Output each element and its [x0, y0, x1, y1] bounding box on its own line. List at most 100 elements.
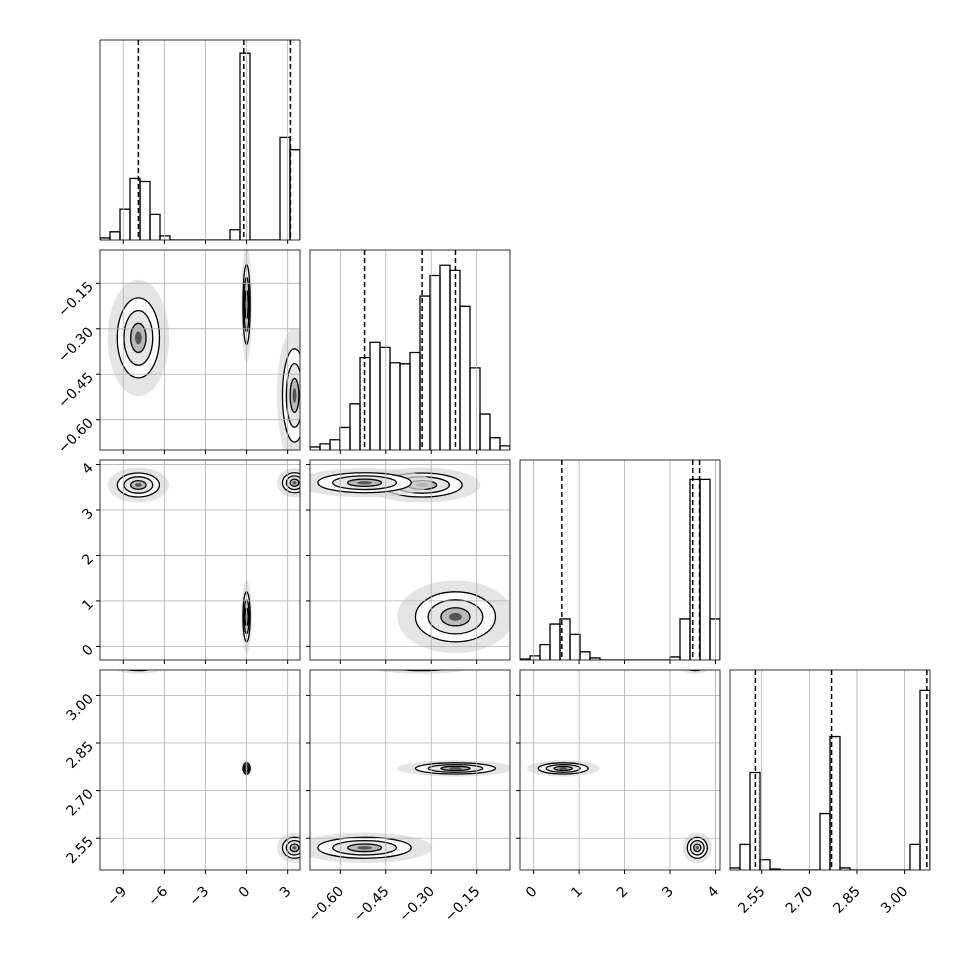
- density-contour: [691, 661, 700, 666]
- density-contour: [135, 662, 142, 665]
- density-contour: [695, 846, 699, 850]
- histogram-bar: [329, 439, 341, 450]
- density-contour: [693, 662, 697, 665]
- panel: [100, 40, 300, 240]
- histogram-bar: [479, 413, 491, 450]
- density-contour: [681, 670, 709, 674]
- x-tick-label: −3: [186, 884, 212, 910]
- x-tick-label: 3: [659, 884, 677, 902]
- density-contour: [135, 483, 142, 487]
- x-tick-label: 2: [614, 884, 632, 902]
- histogram-bar: [109, 231, 121, 240]
- histogram-bar: [459, 305, 471, 450]
- histogram-bar: [369, 341, 381, 450]
- histogram-bar: [749, 771, 761, 870]
- histogram-bar: [469, 367, 481, 450]
- y-tick-label: 2.70: [63, 786, 96, 819]
- histogram-bar: [759, 859, 771, 870]
- density-contour: [135, 331, 142, 345]
- x-tick-label: 2.70: [783, 884, 816, 917]
- histogram-bar: [289, 149, 300, 240]
- histogram-bar: [319, 443, 331, 450]
- density-contour: [131, 661, 146, 666]
- panel: [526, 661, 712, 864]
- histogram-bar: [569, 633, 581, 660]
- histogram-bar: [709, 618, 720, 660]
- histogram-bar: [909, 843, 921, 870]
- density-contour: [292, 846, 297, 850]
- density-contour: [687, 670, 703, 672]
- panel: [107, 250, 300, 450]
- panel: [114, 661, 300, 864]
- x-tick-label: −0.30: [396, 884, 438, 926]
- y-tick-label: 2: [79, 551, 97, 569]
- y-tick-label: 0: [79, 642, 97, 660]
- x-tick-label: −9: [104, 884, 130, 910]
- histogram-bar: [239, 52, 251, 240]
- y-tick-label: −0.60: [55, 415, 97, 457]
- histogram-bar: [409, 351, 421, 450]
- panel-frame: [519, 459, 721, 661]
- y-tick-label: −0.30: [55, 324, 97, 366]
- y-tick-label: 1: [79, 596, 97, 614]
- histogram-bar: [379, 346, 391, 450]
- density-contour: [559, 766, 568, 770]
- x-tick-label: −0.45: [351, 884, 393, 926]
- x-tick-label: −0.15: [442, 884, 484, 926]
- histogram-bar: [149, 213, 161, 240]
- histogram-bar: [839, 867, 851, 870]
- histogram-bar: [399, 363, 411, 450]
- y-tick-label: 3: [79, 506, 97, 524]
- histogram-bar: [279, 136, 291, 240]
- x-tick-label: 4: [705, 883, 723, 901]
- density-contour: [357, 846, 372, 850]
- histogram-bar: [679, 618, 691, 660]
- density-contour: [114, 670, 163, 674]
- histogram-bar: [119, 208, 131, 240]
- panel: [310, 662, 510, 864]
- x-tick-label: −6: [145, 883, 171, 909]
- density-contour: [292, 388, 297, 403]
- histogram-bar: [589, 657, 601, 660]
- density-contour: [376, 670, 468, 674]
- histogram-bar: [159, 235, 171, 240]
- histogram-bar: [919, 689, 930, 870]
- panel-frame: [99, 459, 301, 661]
- x-tick-label: 2.85: [830, 884, 863, 917]
- x-tick-label: 0: [236, 884, 254, 902]
- panel-frame: [99, 39, 301, 241]
- histogram-bar: [489, 437, 501, 450]
- histogram-bar: [699, 478, 711, 660]
- histogram-bar: [389, 362, 401, 450]
- x-tick-label: 1: [568, 884, 586, 902]
- histogram-bar: [310, 446, 321, 450]
- density-contour: [416, 662, 429, 665]
- y-tick-label: 2.85: [63, 739, 96, 772]
- histogram-bar: [529, 655, 541, 660]
- y-tick-label: −0.45: [55, 370, 97, 412]
- histogram-bar: [689, 478, 701, 660]
- panel: [730, 670, 930, 870]
- panel: [107, 467, 300, 654]
- panel-frame: [729, 669, 931, 871]
- density-contour: [449, 612, 462, 621]
- histogram-bar: [739, 843, 751, 870]
- y-tick-label: 4: [79, 460, 97, 478]
- x-tick-label: −0.60: [305, 884, 347, 926]
- x-tick-label: 2.55: [735, 884, 768, 917]
- density-contour: [357, 481, 372, 485]
- panel-frame: [309, 459, 511, 661]
- x-tick-label: 3: [277, 884, 295, 902]
- y-tick-label: 3.00: [63, 691, 96, 724]
- y-tick-label: −0.15: [55, 279, 97, 321]
- panel-frame: [99, 669, 301, 871]
- y-tick-label: 2.55: [63, 834, 96, 867]
- panel: [520, 460, 720, 660]
- x-tick-label: 0: [523, 884, 541, 902]
- histogram-bar: [669, 656, 681, 660]
- histogram-bar: [579, 651, 591, 660]
- panel: [310, 467, 510, 654]
- x-tick-label: 3.00: [878, 884, 911, 917]
